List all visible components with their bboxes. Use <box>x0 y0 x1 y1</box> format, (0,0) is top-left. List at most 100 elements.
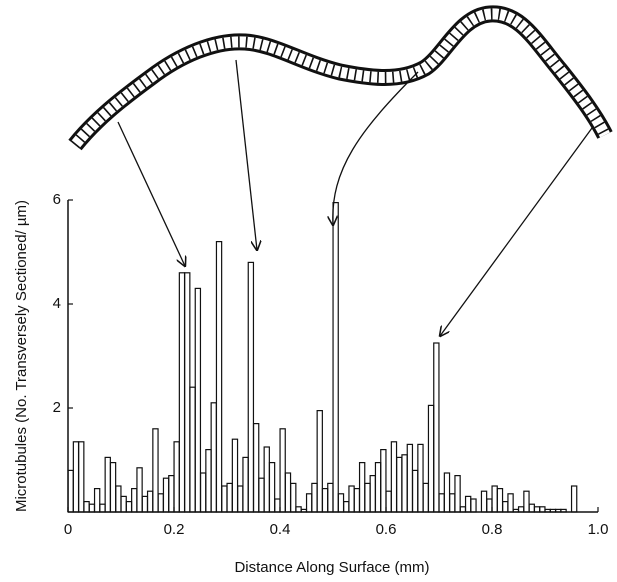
bar <box>364 482 371 513</box>
bar <box>496 488 504 513</box>
bar <box>131 488 138 513</box>
bar <box>517 506 525 513</box>
bar <box>78 441 85 513</box>
bar <box>194 287 202 513</box>
bar <box>528 503 535 513</box>
bar <box>533 506 541 513</box>
bar <box>380 449 387 513</box>
bar <box>136 467 143 513</box>
x-tick-label: 0 <box>64 521 72 538</box>
bar <box>348 485 355 513</box>
x-tick-label: 0.2 <box>164 521 185 538</box>
bar <box>464 495 472 513</box>
bar <box>141 495 149 513</box>
bar <box>502 501 509 513</box>
bar <box>305 493 313 513</box>
bar <box>427 404 435 513</box>
bar <box>152 428 159 513</box>
bar <box>390 441 398 513</box>
bar <box>555 508 562 513</box>
bar <box>321 488 329 513</box>
x-axis-title: Distance Along Surface (mm) <box>234 559 429 576</box>
bar <box>343 501 350 513</box>
bar <box>311 482 318 513</box>
bar <box>125 501 133 513</box>
bar <box>72 441 80 513</box>
bar <box>284 472 292 513</box>
bar <box>88 503 96 513</box>
bar <box>268 462 276 513</box>
bar <box>401 454 408 513</box>
bar <box>205 449 212 513</box>
bar <box>146 490 154 513</box>
x-tick-label: 0.4 <box>270 521 291 538</box>
bar <box>491 485 498 513</box>
bar <box>290 482 297 513</box>
bar <box>189 386 196 513</box>
bar <box>109 462 117 513</box>
bar <box>247 261 255 513</box>
bar <box>237 485 244 513</box>
y-tick-label: 2 <box>53 399 61 416</box>
bar <box>252 423 260 513</box>
bar <box>470 498 477 513</box>
bar <box>480 490 488 513</box>
bar <box>279 428 286 513</box>
bar <box>221 485 228 513</box>
bar <box>396 456 403 513</box>
bar <box>173 441 180 513</box>
bar <box>162 477 170 513</box>
bar <box>215 241 223 513</box>
arrows <box>117 59 593 336</box>
x-tick-label: 1.0 <box>588 521 609 538</box>
bar <box>544 508 551 513</box>
bar <box>242 456 249 513</box>
bar <box>168 475 175 513</box>
bar <box>417 443 424 513</box>
bar <box>433 342 440 513</box>
bar <box>422 482 429 513</box>
bar <box>274 498 281 513</box>
bar <box>560 508 567 513</box>
bar <box>258 477 265 513</box>
bar <box>83 501 90 513</box>
bar <box>316 410 323 513</box>
bar <box>332 202 339 513</box>
bar <box>104 456 111 513</box>
bar <box>454 475 461 513</box>
bar <box>358 462 366 513</box>
y-axis-title: Microtubules (No. Transversely Sectioned… <box>13 200 30 512</box>
x-tick-label: 0.8 <box>482 521 503 538</box>
bar <box>449 493 456 513</box>
bar <box>411 469 419 513</box>
bar <box>263 446 270 513</box>
bar <box>199 472 207 513</box>
bar <box>231 438 239 513</box>
bar <box>438 493 445 513</box>
bar <box>486 498 493 513</box>
bar <box>549 508 557 513</box>
bar <box>374 462 382 513</box>
bar <box>226 482 233 513</box>
cell-layer-diagram <box>68 5 613 151</box>
bar <box>443 472 451 513</box>
y-tick-label: 4 <box>53 295 61 312</box>
bar <box>67 469 74 513</box>
bar <box>93 488 101 513</box>
bar <box>337 493 345 513</box>
bar <box>184 272 191 513</box>
bar <box>157 493 164 513</box>
bar <box>210 402 217 513</box>
bar <box>295 506 302 513</box>
bar <box>353 488 361 513</box>
bar <box>385 490 392 513</box>
bar <box>300 508 308 513</box>
bar <box>120 495 127 513</box>
bar <box>369 475 376 513</box>
bar <box>99 503 106 513</box>
bar <box>178 272 186 513</box>
bar <box>539 506 546 513</box>
bar <box>406 443 414 513</box>
bar <box>327 482 334 513</box>
